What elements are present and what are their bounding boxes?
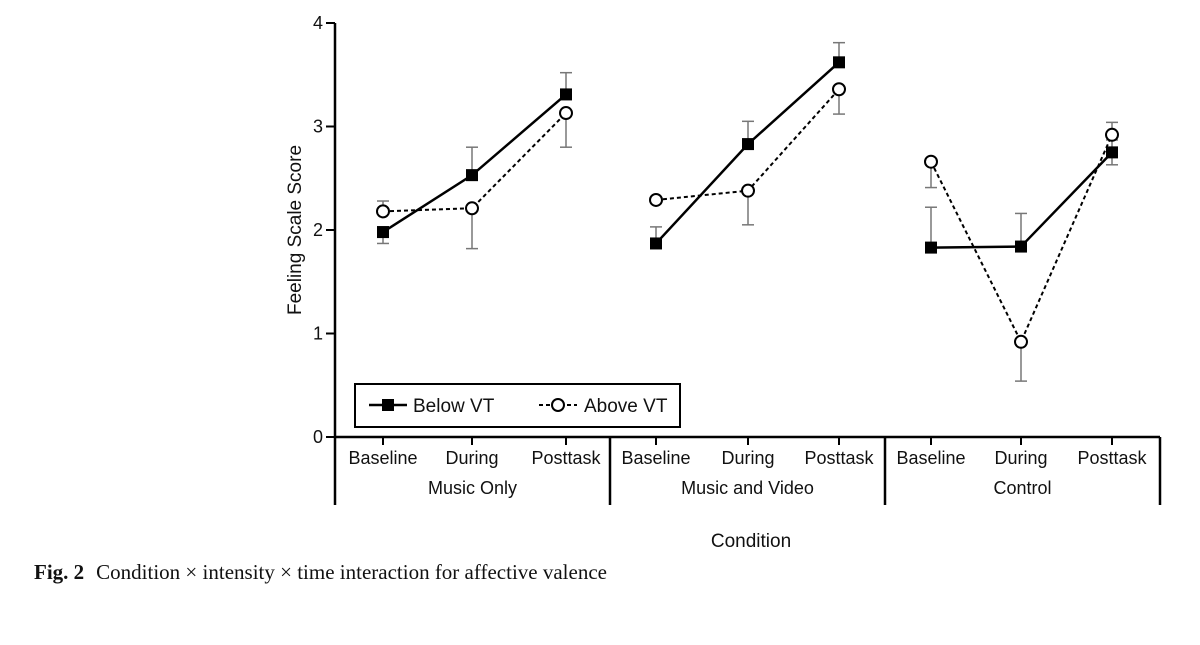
y-tick-label: 2 (313, 220, 323, 240)
marker-above-vt (465, 201, 479, 216)
markers (376, 56, 1119, 349)
marker-above-vt (1014, 334, 1028, 349)
axis-labels: Feeling Scale Score Condition (285, 145, 791, 552)
figure-caption: Fig. 2 Condition × intensity × time inter… (34, 560, 607, 585)
x-tick-label: Posttask (804, 448, 874, 468)
y-tick-label: 1 (313, 324, 323, 344)
x-tick-label: During (721, 448, 774, 468)
legend-marker-above-vt (551, 398, 565, 412)
legend-marker-below-vt (382, 399, 394, 411)
x-tick-label: Baseline (621, 448, 690, 468)
marker-above-vt (924, 154, 938, 169)
marker-above-vt (559, 106, 573, 121)
marker-below-vt (377, 226, 389, 239)
marker-below-vt (925, 241, 937, 254)
marker-below-vt (1015, 240, 1027, 253)
series-line-above-vt (382, 112, 567, 213)
marker-above-vt (832, 82, 846, 97)
marker-below-vt (466, 169, 478, 182)
legend-box (354, 383, 681, 428)
x-tick-label: During (994, 448, 1047, 468)
y-tick-label: 3 (313, 117, 323, 137)
caption-text: Condition × intensity × time interaction… (96, 560, 607, 584)
y-tick-label: 0 (313, 427, 323, 447)
group-label: Control (993, 478, 1051, 498)
group-label: Music Only (428, 478, 517, 498)
caption-lead: Fig. 2 (34, 560, 85, 584)
marker-below-vt (833, 56, 845, 69)
x-tick-label: Baseline (896, 448, 965, 468)
x-tick-label: Posttask (1077, 448, 1147, 468)
legend: Below VT Above VT (354, 383, 681, 428)
error-bars (377, 41, 1118, 382)
marker-below-vt (742, 138, 754, 151)
marker-above-vt (741, 183, 755, 198)
y-axis-title: Feeling Scale Score (285, 145, 306, 315)
x-axis-title: Condition (711, 531, 791, 552)
series-line-above-vt (930, 134, 1113, 345)
marker-above-vt (376, 204, 390, 219)
x-tick-label: During (445, 448, 498, 468)
marker-below-vt (1106, 146, 1118, 159)
y-tick-label: 4 (313, 13, 323, 33)
group-label: Music and Video (681, 478, 814, 498)
marker-above-vt (649, 192, 663, 207)
axes: 0 1 2 3 4 Baseline During Posttask Music Only Bas… (313, 13, 1162, 505)
marker-above-vt (1105, 127, 1119, 142)
legend-label-below-vt: Below VT (413, 396, 495, 417)
legend-label-above-vt: Above VT (584, 396, 668, 417)
x-tick-label: Baseline (348, 448, 417, 468)
marker-below-vt (650, 237, 662, 250)
marker-below-vt (560, 88, 572, 101)
x-tick-label: Posttask (531, 448, 601, 468)
